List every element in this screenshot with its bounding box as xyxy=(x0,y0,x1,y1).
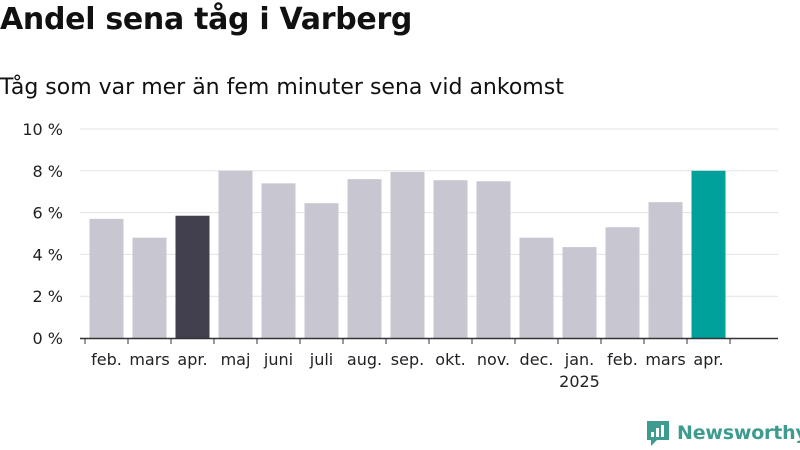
x-tick-label: juni xyxy=(263,350,293,369)
bar-feb-0 xyxy=(89,218,124,338)
bar-mars-13 xyxy=(648,202,683,338)
x-tick-label: apr. xyxy=(693,350,723,369)
bar-jan-11 xyxy=(562,247,597,338)
x-tick-label: feb. xyxy=(607,350,638,369)
y-tick-label: 8 % xyxy=(33,162,63,181)
x-year-label: 2025 xyxy=(559,372,600,391)
bar-juni-4 xyxy=(261,183,296,338)
x-tick-label: mars xyxy=(129,350,169,369)
bar-okt-8 xyxy=(433,180,468,338)
x-tick-label: juli xyxy=(309,350,333,369)
bar-dec-10 xyxy=(519,237,554,338)
bar-sep-7 xyxy=(390,171,425,338)
x-tick-label: nov. xyxy=(477,350,510,369)
newsworthy-logo-icon xyxy=(647,421,669,446)
y-tick-label: 10 % xyxy=(22,120,63,139)
bar-juli-5 xyxy=(304,203,339,338)
x-tick-label: aug. xyxy=(347,350,382,369)
chart-subtitle: Tåg som var mer än fem minuter sena vid … xyxy=(0,75,564,100)
brand-name: Newsworthy xyxy=(677,422,800,444)
x-tick-label: apr. xyxy=(177,350,207,369)
x-tick-label: okt. xyxy=(435,350,465,369)
y-tick-label: 2 % xyxy=(33,287,63,306)
bar-apr-14 xyxy=(691,170,726,338)
chart-title: Andel sena tåg i Varberg xyxy=(0,2,413,37)
y-tick-label: 0 % xyxy=(33,329,63,348)
bar-aug-6 xyxy=(347,179,382,338)
x-tick-label: jan. xyxy=(564,350,594,369)
x-tick-label: mars xyxy=(645,350,685,369)
bar-apr-2 xyxy=(175,215,210,338)
x-tick-label: dec. xyxy=(520,350,554,369)
y-tick-label: 4 % xyxy=(33,245,63,264)
x-tick-label: feb. xyxy=(91,350,122,369)
bar-maj-3 xyxy=(218,170,253,338)
x-tick-label: maj xyxy=(221,350,251,369)
y-tick-label: 6 % xyxy=(33,204,63,223)
bar-feb-12 xyxy=(605,227,640,338)
bar-nov-9 xyxy=(476,181,511,338)
bar-mars-1 xyxy=(132,237,167,338)
x-tick-label: sep. xyxy=(391,350,424,369)
brand-logo: Newsworthy xyxy=(645,419,800,447)
